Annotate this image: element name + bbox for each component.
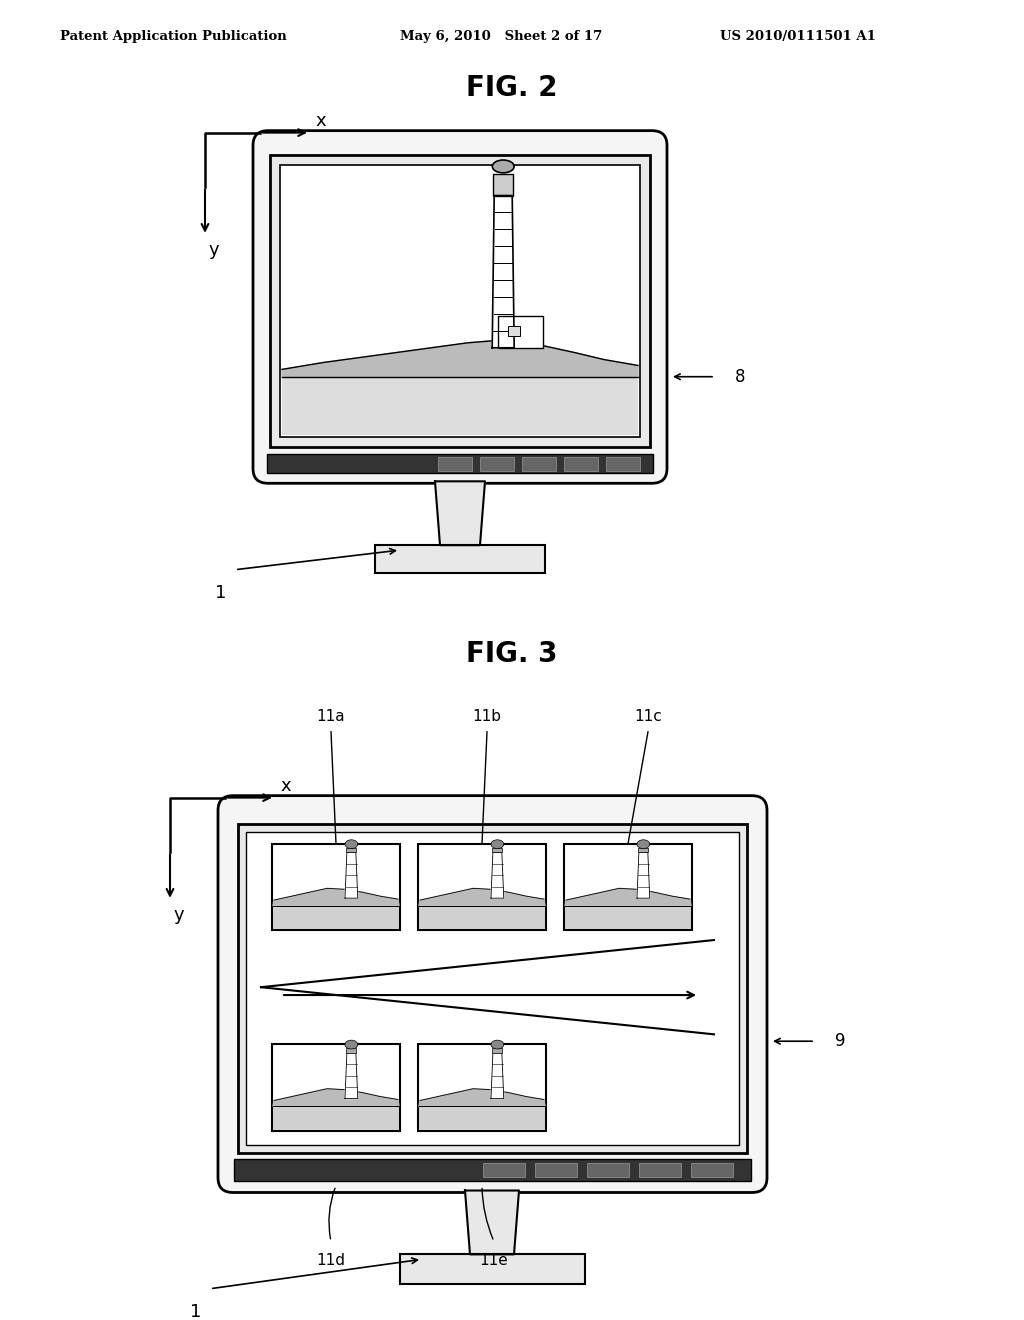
FancyBboxPatch shape: [218, 796, 767, 1192]
Bar: [494, 174, 513, 195]
Bar: [267, 454, 653, 474]
Bar: [564, 843, 692, 931]
Bar: [282, 375, 638, 436]
Ellipse shape: [345, 840, 357, 849]
Bar: [638, 847, 648, 853]
Text: 11c: 11c: [634, 709, 662, 723]
Ellipse shape: [490, 1040, 504, 1049]
Bar: [587, 1163, 629, 1176]
Bar: [280, 165, 640, 437]
Bar: [238, 824, 746, 1154]
Bar: [499, 317, 543, 347]
Text: FIG. 2: FIG. 2: [466, 74, 558, 102]
Bar: [639, 1163, 681, 1176]
Bar: [606, 457, 640, 470]
Bar: [400, 1254, 585, 1284]
Bar: [419, 906, 545, 929]
Text: x: x: [315, 112, 326, 129]
Polygon shape: [493, 195, 514, 347]
Text: 11a: 11a: [316, 709, 345, 723]
Bar: [375, 545, 545, 573]
Text: y: y: [174, 906, 184, 924]
Polygon shape: [435, 482, 485, 545]
Text: 1: 1: [190, 1303, 202, 1320]
Ellipse shape: [490, 840, 504, 849]
Text: 8: 8: [735, 368, 745, 385]
Text: 11b: 11b: [472, 709, 502, 723]
Text: FIG. 3: FIG. 3: [466, 640, 558, 668]
Polygon shape: [637, 853, 650, 898]
Bar: [272, 1044, 400, 1131]
Bar: [535, 1163, 577, 1176]
Text: t: t: [705, 974, 711, 993]
Bar: [246, 832, 739, 1146]
Bar: [346, 847, 356, 853]
Bar: [418, 1044, 546, 1131]
Bar: [508, 326, 520, 337]
FancyBboxPatch shape: [253, 131, 667, 483]
Bar: [272, 843, 400, 931]
Bar: [691, 1163, 733, 1176]
Text: x: x: [280, 776, 291, 795]
Bar: [564, 457, 598, 470]
Text: 1: 1: [215, 585, 226, 602]
Ellipse shape: [637, 840, 650, 849]
Text: y: y: [209, 240, 219, 259]
Text: 11d: 11d: [316, 1254, 345, 1269]
Polygon shape: [345, 853, 357, 898]
Text: 9: 9: [835, 1032, 846, 1051]
Polygon shape: [565, 888, 691, 906]
Polygon shape: [490, 853, 504, 898]
Text: US 2010/0111501 A1: US 2010/0111501 A1: [720, 30, 876, 42]
Bar: [418, 843, 546, 931]
Text: 11e: 11e: [479, 1254, 508, 1269]
Ellipse shape: [493, 160, 514, 173]
Polygon shape: [419, 1089, 545, 1106]
Bar: [438, 457, 472, 470]
Polygon shape: [273, 1089, 399, 1106]
Bar: [483, 1163, 525, 1176]
Bar: [493, 847, 503, 853]
Bar: [493, 1048, 503, 1053]
Bar: [270, 156, 650, 447]
Polygon shape: [273, 888, 399, 906]
Bar: [273, 1105, 399, 1130]
Polygon shape: [282, 341, 638, 378]
Bar: [346, 1048, 356, 1053]
Polygon shape: [465, 1191, 519, 1254]
Bar: [565, 906, 691, 929]
Bar: [522, 457, 556, 470]
Bar: [273, 906, 399, 929]
Polygon shape: [419, 888, 545, 906]
Bar: [480, 457, 514, 470]
Bar: [419, 1105, 545, 1130]
Polygon shape: [345, 1053, 357, 1098]
Bar: [234, 1159, 751, 1180]
Text: May 6, 2010   Sheet 2 of 17: May 6, 2010 Sheet 2 of 17: [400, 30, 602, 42]
Ellipse shape: [345, 1040, 357, 1049]
Text: Patent Application Publication: Patent Application Publication: [60, 30, 287, 42]
Polygon shape: [490, 1053, 504, 1098]
